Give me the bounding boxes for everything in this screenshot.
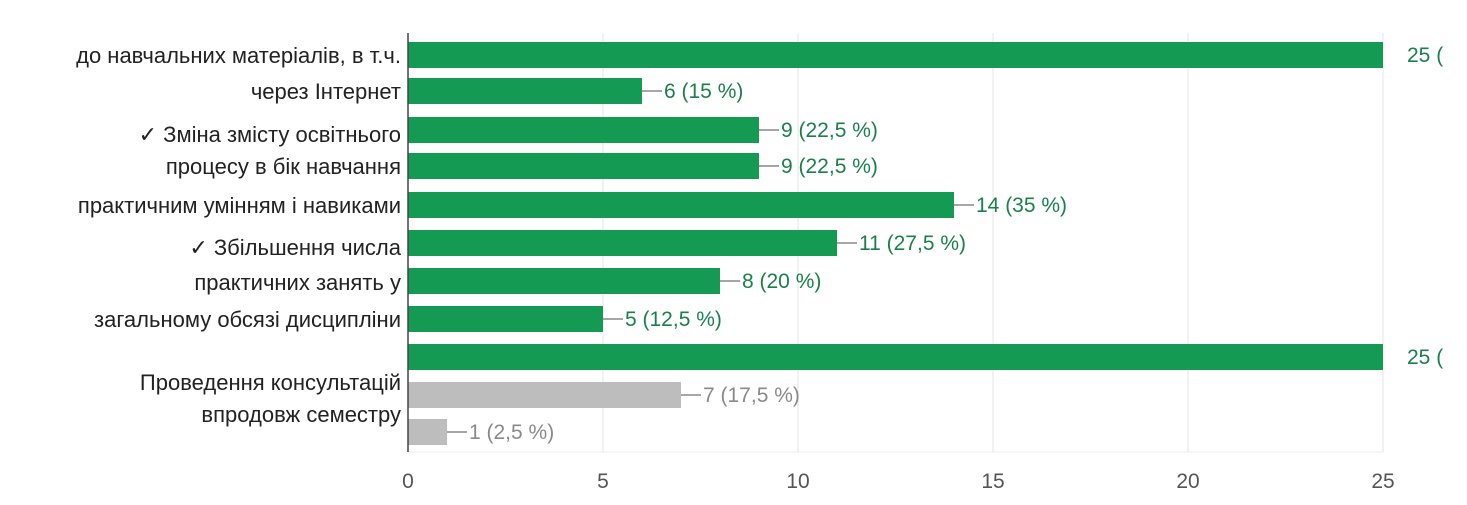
x-tick-label: 5: [597, 470, 609, 493]
grid-lines: [408, 33, 1384, 453]
value-labels: 25 ( 6 (15 %) 9 (22,5 %) 9 (22,5 %) 14 (35 %…: [447, 44, 1443, 444]
category-labels: до навчальних матеріалів, в т.ч. через Ін…: [76, 43, 402, 427]
bar: [408, 78, 642, 104]
value-label: 9 (22,5 %): [781, 155, 878, 178]
value-label: 1 (2,5 %): [469, 421, 554, 444]
value-label: 25 (: [1407, 44, 1443, 67]
category-label: практичним умінням і навиками: [78, 193, 401, 218]
x-tick-label: 10: [786, 470, 809, 493]
bar: [408, 306, 603, 332]
bar: [408, 192, 954, 218]
bar: [408, 268, 720, 294]
category-label: ✓ Збільшення числа: [189, 235, 401, 260]
bar: [408, 42, 1383, 68]
bar: [408, 382, 681, 408]
value-label: 5 (12,5 %): [625, 308, 722, 331]
category-label: загальному обсязі дисципліни: [94, 307, 401, 332]
x-tick-label: 20: [1176, 470, 1199, 493]
x-tick-label: 0: [402, 470, 414, 493]
category-label: ✓ Зміна змісту освітнього: [139, 122, 401, 147]
bar: [408, 117, 759, 143]
value-label: 25 (: [1407, 346, 1443, 369]
category-label: практичних занять у: [194, 270, 401, 295]
value-label: 7 (17,5 %): [703, 384, 800, 407]
value-label: 8 (20 %): [742, 270, 821, 293]
category-label: до навчальних матеріалів, в т.ч.: [76, 43, 401, 68]
category-label: впродовж семестру: [201, 402, 401, 427]
x-tick-label: 15: [981, 470, 1004, 493]
category-label: процесу в бік навчання: [166, 154, 401, 179]
bars: [408, 42, 1383, 445]
x-axis-ticks: 0 5 10 15 20 25: [402, 470, 1395, 493]
x-tick-label: 25: [1371, 470, 1394, 493]
bar: [408, 419, 447, 445]
value-label: 6 (15 %): [664, 80, 743, 103]
value-label: 14 (35 %): [976, 194, 1067, 217]
category-label: Проведення консультацій: [140, 370, 401, 395]
category-label: через Інтернет: [251, 79, 401, 104]
bar: [408, 230, 837, 256]
bar: [408, 153, 759, 179]
value-label: 9 (22,5 %): [781, 119, 878, 142]
value-label: 11 (27,5 %): [859, 232, 966, 255]
bar: [408, 344, 1383, 370]
